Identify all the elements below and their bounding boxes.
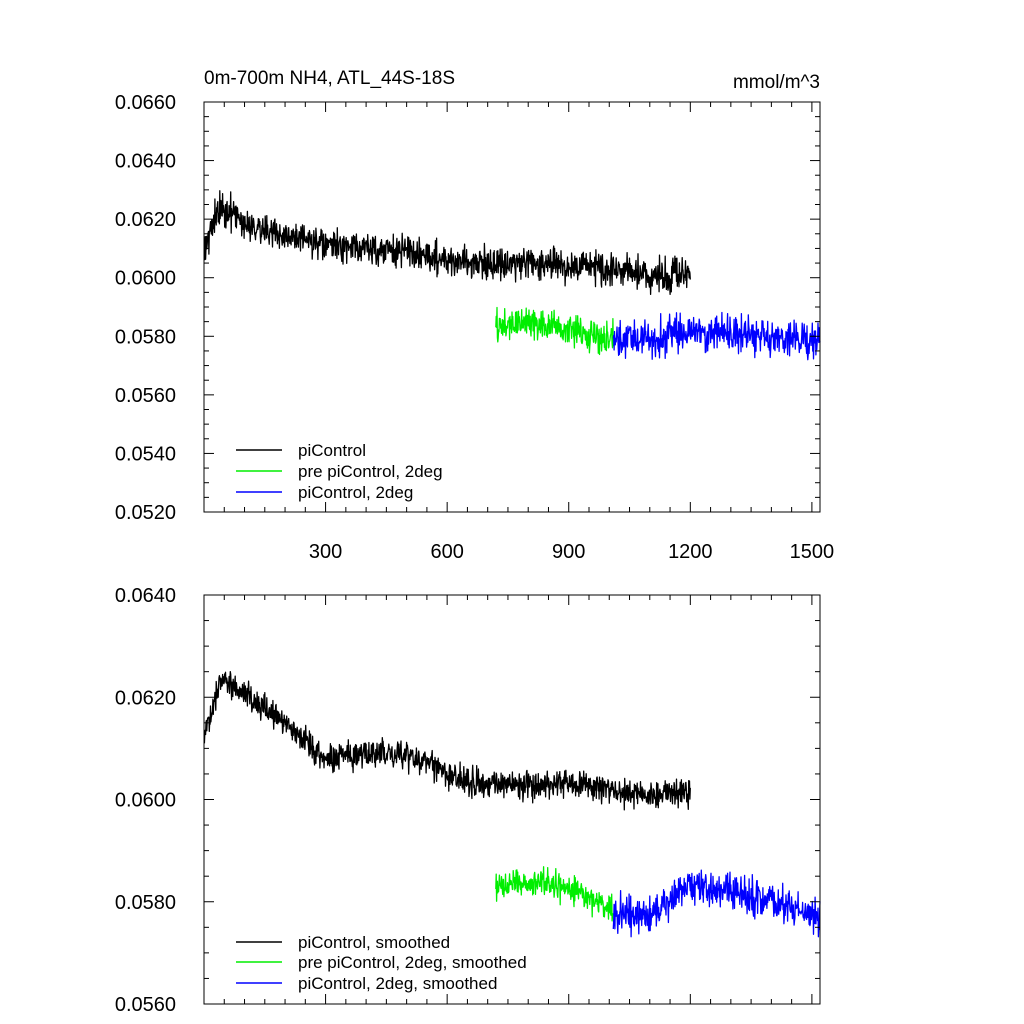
- bottom-y-tick-label: 0.0620: [115, 687, 176, 709]
- bottom-series-pre-picontrol-2deg-smoothed: [495, 866, 614, 922]
- legend-label-picontrol-smoothed: piControl, smoothed: [298, 933, 450, 952]
- bottom-legend-entry-pre-picontrol-2deg-smoothed: pre piControl, 2deg, smoothed: [236, 953, 527, 972]
- top-series-layer: [203, 190, 821, 361]
- bottom-series-picontrol-2deg-smoothed: [612, 869, 821, 938]
- top-y-tick-label: 0.0540: [115, 443, 176, 465]
- top-series-picontrol: [203, 190, 691, 296]
- top-y-tick-label: 0.0660: [115, 92, 176, 114]
- top-y-tick-label: 0.0640: [115, 151, 176, 173]
- bottom-series-picontrol-smoothed: [203, 671, 691, 811]
- top-legend: piControl pre piControl, 2deg piControl,…: [236, 441, 443, 502]
- top-y-tick-label: 0.0560: [115, 385, 176, 407]
- top-x-tick-label: 900: [552, 541, 585, 563]
- top-chart-units: mmol/m^3: [733, 72, 820, 93]
- legend-label-pre-picontrol-2deg: pre piControl, 2deg: [298, 462, 443, 481]
- top-tick-layer: [204, 101, 820, 513]
- top-y-tick-labels: 0.0520 0.0540 0.0560 0.0580 0.0600 0.0620 0.06…: [115, 92, 176, 524]
- top-y-tick-label: 0.0600: [115, 268, 176, 290]
- top-x-tick-labels: 300 600 900 1200 1500: [309, 541, 834, 563]
- top-x-tick-label: 300: [309, 541, 342, 563]
- bottom-y-tick-label: 0.0580: [115, 892, 176, 914]
- bottom-legend: piControl, smoothed pre piControl, 2deg,…: [236, 933, 527, 993]
- top-series-pre-picontrol-2deg: [495, 306, 614, 356]
- top-panel: 0m-700m NH4, ATL_44S-18S mmol/m^3 0.0520…: [115, 68, 834, 563]
- legend-label-picontrol: piControl: [298, 441, 366, 460]
- top-y-tick-label: 0.0520: [115, 502, 176, 524]
- bottom-panel: 0.0560 0.0580 0.0600 0.0620 0.0640 piControl…: [115, 585, 821, 1016]
- top-legend-entry-picontrol: piControl: [236, 441, 366, 460]
- top-x-tick-label: 1200: [668, 541, 713, 563]
- legend-label-picontrol-2deg-smoothed: piControl, 2deg, smoothed: [298, 974, 497, 993]
- top-plot-frame: [203, 101, 821, 513]
- bottom-y-tick-labels: 0.0560 0.0580 0.0600 0.0620 0.0640: [115, 585, 176, 1016]
- top-x-tick-label: 1500: [790, 541, 835, 563]
- top-x-tick-label: 600: [430, 541, 463, 563]
- top-series-picontrol-2deg: [612, 311, 821, 361]
- bottom-y-tick-label: 0.0600: [115, 790, 176, 812]
- bottom-legend-entry-picontrol-2deg-smoothed: piControl, 2deg, smoothed: [236, 974, 497, 993]
- top-chart-title: 0m-700m NH4, ATL_44S-18S: [204, 68, 455, 89]
- top-y-tick-label: 0.0580: [115, 326, 176, 348]
- bottom-legend-entry-picontrol-smoothed: piControl, smoothed: [236, 933, 450, 952]
- bottom-series-layer: [203, 671, 821, 938]
- legend-label-picontrol-2deg: piControl, 2deg: [298, 483, 413, 502]
- bottom-plot-frame: [203, 594, 821, 1005]
- top-y-tick-label: 0.0620: [115, 209, 176, 231]
- top-legend-entry-picontrol-2deg: piControl, 2deg: [236, 483, 413, 502]
- bottom-tick-layer: [204, 594, 820, 1005]
- bottom-y-tick-label: 0.0640: [115, 585, 176, 607]
- legend-label-pre-picontrol-2deg-smoothed: pre piControl, 2deg, smoothed: [298, 953, 527, 972]
- bottom-y-tick-label: 0.0560: [115, 994, 176, 1016]
- top-legend-entry-pre-picontrol-2deg: pre piControl, 2deg: [236, 462, 443, 481]
